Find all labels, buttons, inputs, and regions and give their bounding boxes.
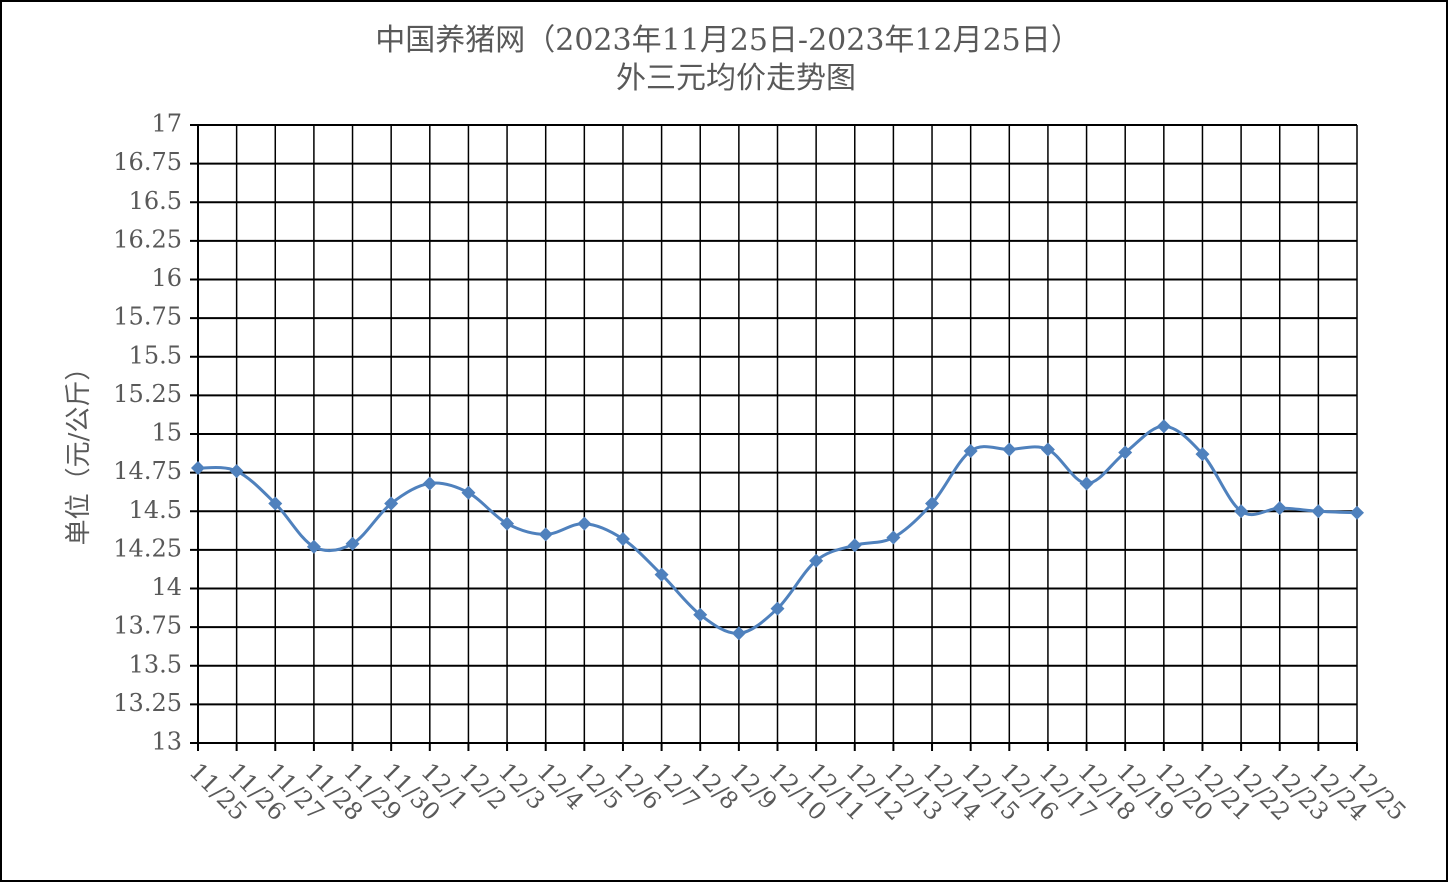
data-point [191, 460, 205, 475]
y-tick-label: 15.5 [129, 341, 182, 369]
y-tick-label: 14 [151, 573, 182, 601]
y-tick-label: 15 [151, 419, 182, 447]
data-point [422, 476, 437, 491]
chart-title: 中国养猪网（2023年11月25日-2023年12月25日） [375, 23, 1081, 58]
data-point [693, 607, 708, 622]
data-point [1350, 505, 1364, 520]
y-tick-label: 13.5 [129, 650, 182, 678]
data-point [1040, 442, 1055, 457]
y-tick-label: 13.75 [113, 612, 182, 640]
y-tick-label: 15.75 [113, 303, 182, 331]
data-point [615, 532, 630, 547]
data-point [577, 516, 592, 531]
y-tick-label: 13.25 [113, 689, 182, 717]
data-point [1311, 504, 1326, 519]
data-point [500, 516, 515, 531]
y-tick-label: 16.5 [129, 187, 182, 215]
y-tick-label: 13 [151, 728, 182, 756]
data-point [731, 626, 746, 641]
data-point [809, 553, 824, 568]
y-tick-label: 16.75 [113, 148, 182, 176]
y-tick-label: 16.25 [113, 225, 182, 253]
data-point [1118, 445, 1133, 460]
data-point [925, 496, 940, 511]
data-point [1002, 442, 1017, 457]
data-point [847, 538, 862, 553]
data-point [963, 443, 978, 458]
y-tick-label: 14.75 [113, 457, 182, 485]
chart-subtitle: 外三元均价走势图 [616, 61, 856, 96]
data-point [1234, 504, 1249, 519]
y-axis-label: 单位（元/公斤） [64, 355, 94, 546]
data-point [886, 530, 901, 545]
data-point [229, 464, 244, 479]
data-point [1079, 476, 1094, 491]
data-point [1195, 447, 1210, 462]
y-tick-label: 17 [151, 110, 182, 138]
data-point [1272, 501, 1287, 516]
data-point [345, 536, 360, 551]
data-point [770, 601, 785, 616]
data-point [654, 567, 669, 582]
data-point [268, 496, 283, 511]
y-tick-label: 14.5 [129, 496, 182, 524]
y-tick-label: 14.25 [113, 534, 182, 562]
data-point [306, 539, 321, 554]
data-point [1156, 419, 1171, 434]
y-tick-label: 16 [151, 264, 182, 292]
data-point [461, 485, 476, 500]
data-point [538, 527, 553, 542]
data-point [384, 496, 399, 511]
y-tick-label: 15.25 [113, 380, 182, 408]
